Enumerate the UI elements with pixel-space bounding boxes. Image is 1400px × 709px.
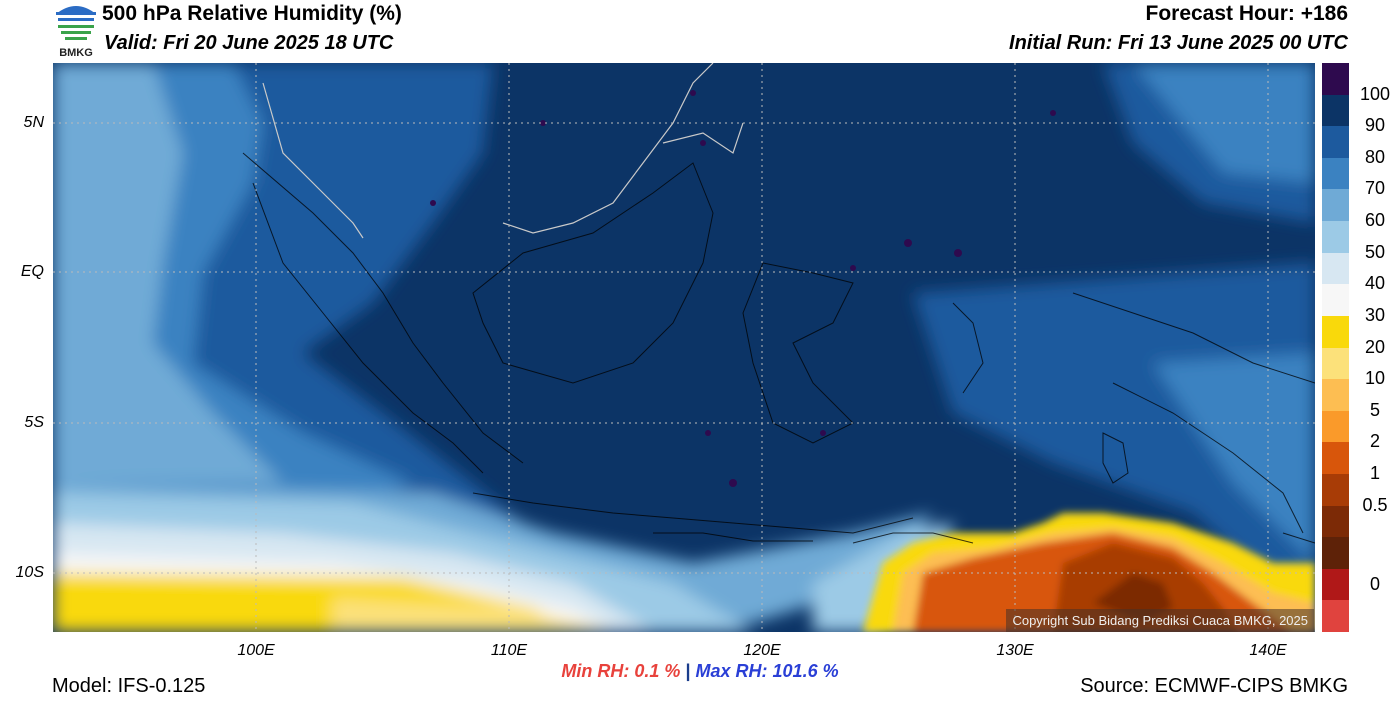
coastlines: [242, 152, 1315, 544]
lon-label-120e: 120E: [743, 642, 781, 659]
initial-run: Initial Run: Fri 13 June 2025 00 UTC: [1009, 32, 1348, 54]
colorbar-segment: [1322, 63, 1349, 96]
colorbar-segment: [1322, 94, 1349, 127]
valid-time: Valid: Fri 20 June 2025 18 UTC: [104, 32, 394, 54]
rh-stats: Min RH: 0.1 % | Max RH: 101.6 %: [0, 661, 1400, 682]
colorbar-segment: [1322, 157, 1349, 190]
max-rh-value: 101.6 %: [772, 661, 839, 681]
colorbar-label: 0.5: [1362, 494, 1388, 515]
colorbar-segment: [1322, 600, 1349, 633]
lon-label-130e: 130E: [996, 642, 1034, 659]
humidity-field: [53, 63, 1315, 632]
humidity-band-60: [53, 63, 283, 483]
lon-label-110e: 110E: [490, 642, 528, 659]
lat-label-5s: 5S: [24, 414, 44, 431]
colorbar-label: 1: [1369, 462, 1380, 483]
lat-label-5n: 5N: [23, 114, 44, 131]
colorbar-segment: [1322, 252, 1349, 285]
humidity-map: [53, 63, 1315, 632]
humidity-band-70: [1153, 353, 1315, 563]
colorbar-segment: [1322, 473, 1349, 507]
colorbar-label: 5: [1369, 399, 1380, 420]
colorbar-segment: [1322, 221, 1349, 254]
colorbar-label: 10: [1364, 368, 1386, 389]
max-rh-label: Max RH:: [695, 661, 768, 681]
bmkg-logo: [52, 0, 100, 62]
copyright-notice: Copyright Sub Bidang Prediksi Cuaca BMKG…: [1006, 609, 1314, 632]
colorbar-segment: [1322, 284, 1349, 317]
colorbar-segment: [1322, 568, 1349, 601]
lat-label-10s: 10S: [15, 564, 44, 581]
humidity-band-100: [430, 90, 1056, 487]
min-rh-value: 0.1 %: [634, 661, 681, 681]
source-info: Source: ECMWF-CIPS BMKG: [1080, 675, 1348, 697]
colorbar: [1322, 63, 1349, 633]
colorbar-label: 2: [1369, 431, 1380, 452]
lon-label-140e: 140E: [1249, 642, 1287, 659]
model-info: Model: IFS-0.125: [52, 675, 206, 697]
colorbar-segment: [1322, 347, 1349, 380]
gridlines: [53, 63, 1315, 632]
forecast-hour: Forecast Hour: +186: [1145, 2, 1349, 25]
colorbar-label: 0: [1369, 573, 1380, 594]
colorbar-segment: [1322, 537, 1349, 570]
colorbar-label: 50: [1364, 241, 1386, 262]
min-rh-label: Min RH:: [561, 661, 630, 681]
colorbar-label: 40: [1364, 273, 1386, 294]
humidity-band-10: [333, 598, 613, 632]
colorbar-label: 60: [1364, 210, 1386, 231]
colorbar-segment: [1322, 379, 1349, 412]
colorbar-segment: [1322, 442, 1349, 475]
lat-label-eq: EQ: [20, 263, 44, 280]
humidity-band-80: [913, 263, 1315, 623]
colorbar-segment: [1322, 410, 1349, 443]
colorbar-segment: [1322, 189, 1349, 222]
colorbar-segment: [1322, 315, 1349, 348]
colorbar-label: 30: [1364, 304, 1386, 325]
stats-separator: |: [685, 661, 691, 681]
colorbar-label: 100: [1359, 83, 1391, 104]
colorbar-label: 20: [1364, 336, 1386, 357]
chart-title: 500 hPa Relative Humidity (%): [102, 2, 402, 25]
borders: [262, 63, 744, 239]
logo-text: BMKG: [59, 47, 93, 59]
colorbar-segment: [1322, 126, 1349, 159]
colorbar-label: 90: [1364, 115, 1386, 136]
colorbar-segment: [1322, 505, 1349, 538]
colorbar-label: 70: [1364, 178, 1386, 199]
colorbar-label: 80: [1364, 146, 1386, 167]
lon-label-100e: 100E: [237, 642, 275, 659]
